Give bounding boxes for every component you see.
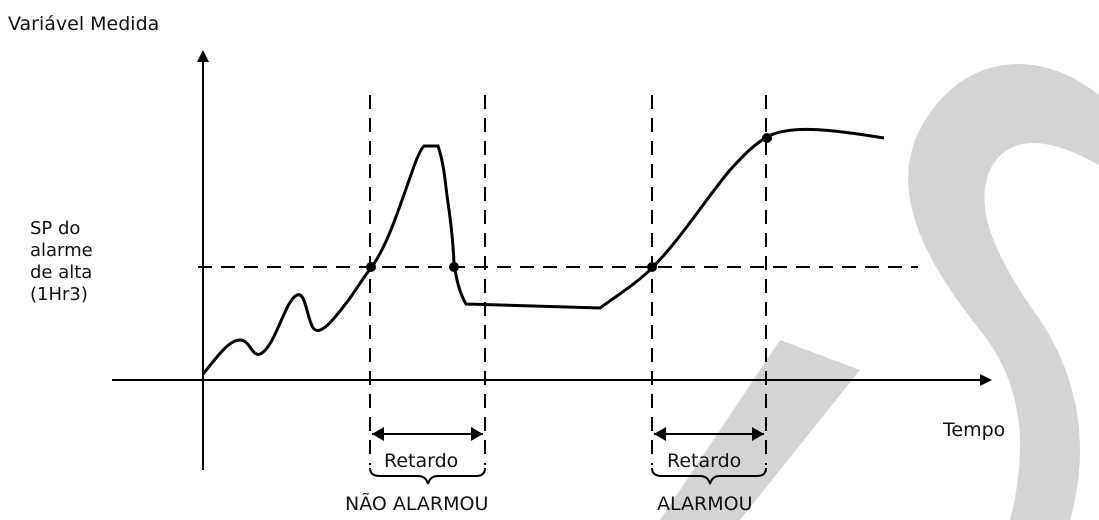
outcome-label-alarm: ALARMOU — [657, 493, 753, 515]
setpoint-crossing-3 — [647, 262, 657, 272]
setpoint-label-line-1: SP do — [30, 218, 81, 239]
setpoint-label: SP do alarme de alta (1Hr3) — [30, 218, 93, 306]
setpoint-label-line-2: alarme — [30, 240, 93, 261]
x-axis-label: Tempo — [943, 419, 1006, 441]
delay-label-1: Retardo — [384, 450, 459, 472]
delay-label-2: Retardo — [667, 450, 742, 472]
alarm-trigger-point — [762, 133, 772, 143]
measured-variable-curve — [201, 127, 885, 375]
watermark-logo — [660, 64, 1099, 520]
delay-arrow-1 — [372, 427, 483, 441]
y-axis-label: Variável Medida — [8, 13, 160, 35]
setpoint-label-line-4: (1Hr3) — [30, 284, 88, 305]
setpoint-label-line-3: de alta — [30, 262, 93, 283]
brace-2 — [651, 467, 767, 485]
brace-1 — [369, 467, 486, 485]
setpoint-crossing-2 — [449, 262, 459, 272]
setpoint-crossing-1 — [366, 262, 376, 272]
outcome-label-no-alarm: NÃO ALARMOU — [345, 493, 489, 515]
delay-arrow-2 — [654, 427, 764, 441]
